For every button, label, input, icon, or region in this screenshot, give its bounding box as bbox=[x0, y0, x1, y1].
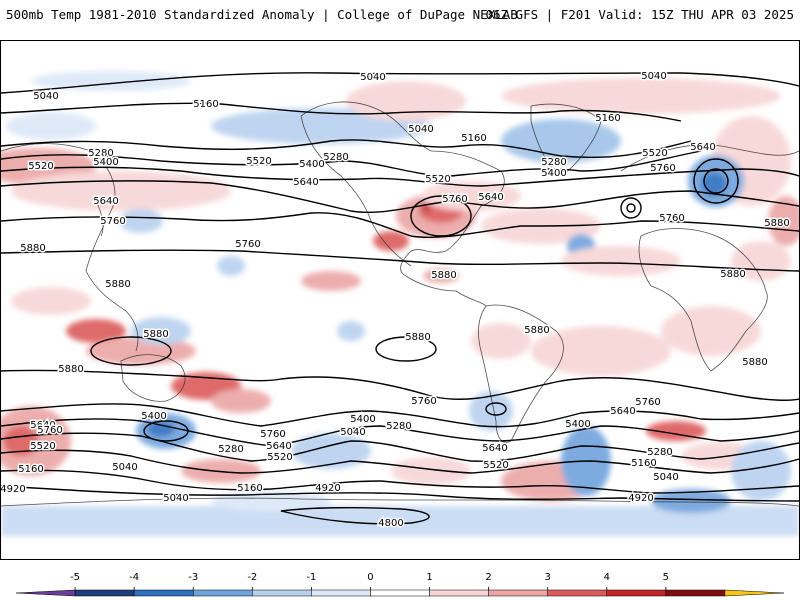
contour-label-5640: 5640 bbox=[690, 142, 715, 153]
contour-label-5760: 5760 bbox=[442, 194, 467, 205]
contour-label-5160: 5160 bbox=[595, 113, 620, 124]
coastlines bbox=[1, 101, 799, 507]
contour-label-5520: 5520 bbox=[30, 441, 55, 452]
colorbar-segment bbox=[192, 589, 253, 597]
contour-label-5880: 5880 bbox=[58, 364, 83, 375]
colorbar-tick-label: -4 bbox=[129, 572, 139, 583]
colorbar-segment bbox=[665, 589, 726, 597]
colorbar-tick-label: 4 bbox=[604, 572, 610, 583]
contour-label-5880: 5880 bbox=[143, 329, 168, 340]
contour-label-5280: 5280 bbox=[386, 421, 411, 432]
contour-label-5640: 5640 bbox=[93, 196, 118, 207]
contour-label-5640: 5640 bbox=[610, 406, 635, 417]
contour-label-4920: 4920 bbox=[628, 493, 653, 504]
contour-label-5640: 5640 bbox=[482, 443, 507, 454]
contour-label-5880: 5880 bbox=[405, 332, 430, 343]
contour-label-5040: 5040 bbox=[112, 462, 137, 473]
contour-label-5760: 5760 bbox=[650, 163, 675, 174]
contour-label-5280: 5280 bbox=[323, 152, 348, 163]
contour-label-5640: 5640 bbox=[266, 441, 291, 452]
map-title: 500mb Temp 1981-2010 Standardized Anomal… bbox=[6, 7, 518, 22]
contour-label-4800: 4800 bbox=[378, 518, 403, 529]
contour-label-5160: 5160 bbox=[461, 133, 486, 144]
contour-label-5760: 5760 bbox=[100, 216, 125, 227]
contour-label-5520: 5520 bbox=[483, 460, 508, 471]
contour-label-5280: 5280 bbox=[88, 148, 113, 159]
contour-label-5520: 5520 bbox=[28, 161, 53, 172]
contour-label-5880: 5880 bbox=[20, 243, 45, 254]
contour-label-5520: 5520 bbox=[267, 452, 292, 463]
contour-label-5040: 5040 bbox=[360, 72, 385, 83]
title-bar: 500mb Temp 1981-2010 Standardized Anomal… bbox=[0, 0, 800, 30]
contour-label-5880: 5880 bbox=[105, 279, 130, 290]
contour-label-5280: 5280 bbox=[647, 447, 672, 458]
colorbar-segment bbox=[547, 589, 608, 597]
contour-label-5880: 5880 bbox=[720, 269, 745, 280]
contour-label-5400: 5400 bbox=[141, 411, 166, 422]
contour-label-5520: 5520 bbox=[642, 148, 667, 159]
contour-label-5520: 5520 bbox=[246, 156, 271, 167]
contour-label-5400: 5400 bbox=[565, 419, 590, 430]
colorbar-tick-label: -2 bbox=[247, 572, 257, 583]
model-valid-time: 06Z GFS | F201 Valid: 15Z THU APR 03 202… bbox=[485, 7, 794, 22]
colorbar: -5 -4 -3 -2 -1 0 1 2 3 4 5 bbox=[0, 568, 800, 600]
contour-label-5040: 5040 bbox=[408, 124, 433, 135]
contour-label-5880: 5880 bbox=[764, 218, 789, 229]
colorbar-segment bbox=[74, 589, 135, 597]
colorbar-segment bbox=[724, 589, 785, 597]
contour-label-5760: 5760 bbox=[635, 397, 660, 408]
contour-label-5400: 5400 bbox=[299, 159, 324, 170]
colorbar-tick-label: -3 bbox=[188, 572, 198, 583]
contour-label-5880: 5880 bbox=[431, 270, 456, 281]
anomaly-map[interactable]: 5040 5040 5040 5040 5040 5040 5040 5040 5160 5160… bbox=[0, 40, 800, 560]
contour-label-5880: 5880 bbox=[524, 325, 549, 336]
colorbar-tick-label: 5 bbox=[663, 572, 669, 583]
contour-label-5520: 5520 bbox=[425, 174, 450, 185]
contour-label-5640: 5640 bbox=[30, 420, 55, 431]
contour-label-5760: 5760 bbox=[235, 239, 260, 250]
colorbar-tick-label: -5 bbox=[70, 572, 80, 583]
contour-label-5760: 5760 bbox=[260, 429, 285, 440]
contour-label-5760: 5760 bbox=[659, 213, 684, 224]
colorbar-segment bbox=[311, 589, 371, 597]
colorbar-segment bbox=[252, 589, 312, 597]
colorbar-tick-label: 0 bbox=[367, 572, 373, 583]
colorbar-segment bbox=[488, 589, 548, 597]
colorbar-tick-label: -1 bbox=[306, 572, 316, 583]
contour-label-5040: 5040 bbox=[641, 71, 666, 82]
contour-label-5760: 5760 bbox=[411, 396, 436, 407]
contour-label-5880: 5880 bbox=[742, 357, 767, 368]
colorbar-segment bbox=[370, 589, 430, 597]
contour-label-5160: 5160 bbox=[237, 483, 262, 494]
colorbar-tick-label: 3 bbox=[545, 572, 551, 583]
contour-label-5040: 5040 bbox=[653, 472, 678, 483]
contour-label-5280: 5280 bbox=[218, 444, 243, 455]
contour-label-5640: 5640 bbox=[478, 192, 503, 203]
contour-label-5160: 5160 bbox=[193, 99, 218, 110]
height-contours bbox=[1, 72, 799, 525]
map-canvas: 5040 5040 5040 5040 5040 5040 5040 5040 5160 5160… bbox=[1, 70, 799, 536]
contour-label-5400: 5400 bbox=[93, 157, 118, 168]
colorbar-strip: -5 -4 -3 -2 -1 0 1 2 3 4 5 bbox=[15, 572, 785, 597]
contour-label-5040: 5040 bbox=[163, 493, 188, 504]
contour-label-5400: 5400 bbox=[541, 168, 566, 179]
contour-label-5760: 5760 bbox=[37, 425, 62, 436]
contour-label-4920: 4920 bbox=[315, 483, 340, 494]
colorbar-tick-label: 2 bbox=[485, 572, 491, 583]
colorbar-segment bbox=[15, 589, 76, 597]
contour-label-4920: 4920 bbox=[1, 484, 26, 495]
contour-label-5640: 5640 bbox=[293, 177, 318, 188]
colorbar-segment bbox=[133, 589, 194, 597]
contour-label-5040: 5040 bbox=[340, 427, 365, 438]
contour-label-5040: 5040 bbox=[33, 91, 58, 102]
contour-label-5280: 5280 bbox=[541, 157, 566, 168]
colorbar-segment bbox=[606, 589, 667, 597]
contour-label-5400: 5400 bbox=[350, 414, 375, 425]
contour-label-5160: 5160 bbox=[18, 464, 43, 475]
contour-label-5160: 5160 bbox=[631, 458, 656, 469]
colorbar-segment bbox=[429, 589, 489, 597]
colorbar-tick-label: 1 bbox=[426, 572, 432, 583]
contour-labels: 5040 5040 5040 5040 5040 5040 5040 5040 5160 5160… bbox=[1, 70, 791, 531]
